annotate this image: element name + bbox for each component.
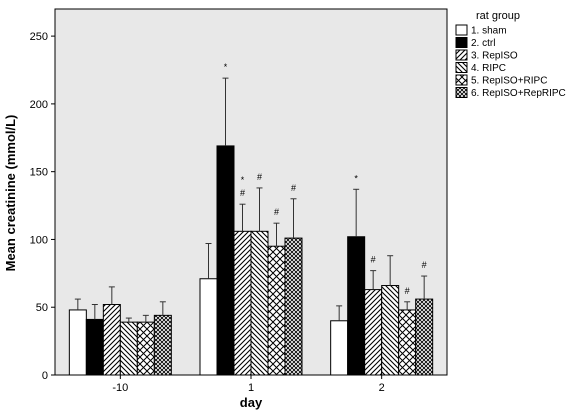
y-tick-label: 100 [30, 234, 48, 246]
y-tick-label: 0 [42, 370, 48, 382]
bar [216, 145, 235, 376]
y-tick-label: 50 [36, 302, 48, 314]
x-tick-label: 2 [379, 382, 385, 394]
significance-mark: * [224, 62, 228, 72]
bar [284, 237, 303, 376]
y-tick-label: 250 [30, 31, 48, 43]
bar [199, 278, 218, 376]
bar [364, 289, 383, 376]
bar [85, 318, 104, 376]
significance-mark: * [354, 173, 358, 183]
significance-mark: # [371, 255, 376, 265]
bar [153, 314, 172, 376]
bar [330, 320, 349, 376]
legend-swatch [455, 49, 468, 61]
legend-label: 2. ctrl [471, 38, 495, 49]
bar [347, 236, 366, 376]
legend-label: 5. RepISO+RIPC [471, 76, 547, 87]
legend-title: rat group [476, 10, 520, 22]
bar [250, 230, 269, 376]
bar [136, 321, 155, 376]
x-axis-title: day [240, 395, 263, 410]
significance-mark: * [241, 175, 245, 185]
y-tick-label: 150 [30, 167, 48, 179]
x-axis: -10 1 2 [112, 375, 385, 394]
legend-label: 1. sham [471, 26, 507, 37]
bar [267, 245, 286, 376]
significance-mark: # [257, 172, 262, 182]
legend-label: 3. RepISO [471, 51, 518, 62]
significance-mark: # [405, 286, 410, 296]
significance-mark: # [422, 260, 427, 270]
legend-label: 4. RIPC [471, 63, 506, 74]
legend-swatch [455, 74, 468, 86]
bar [381, 285, 400, 376]
x-tick-label: 1 [248, 382, 254, 394]
legend-swatch [455, 37, 468, 48]
bars: * * # # # # * # # # [68, 62, 434, 376]
legend-swatch [455, 87, 468, 98]
bar [415, 298, 434, 376]
bar [119, 321, 138, 376]
y-tick-label: 200 [30, 99, 48, 111]
bar [398, 309, 417, 376]
significance-mark: # [291, 183, 296, 193]
legend-label: 6. RepISO+RepRIPC [471, 88, 566, 99]
significance-mark: # [274, 207, 279, 217]
significance-mark: # [240, 188, 245, 198]
x-tick-label: -10 [112, 382, 128, 394]
legend-swatch [455, 24, 468, 36]
legend-swatch [455, 62, 468, 73]
bar [68, 309, 87, 376]
y-axis: 0 50 100 150 200 250 [30, 31, 55, 382]
bar [102, 304, 121, 376]
bar [233, 230, 252, 376]
y-axis-title: Mean creatinine (mmol/L) [3, 115, 18, 272]
